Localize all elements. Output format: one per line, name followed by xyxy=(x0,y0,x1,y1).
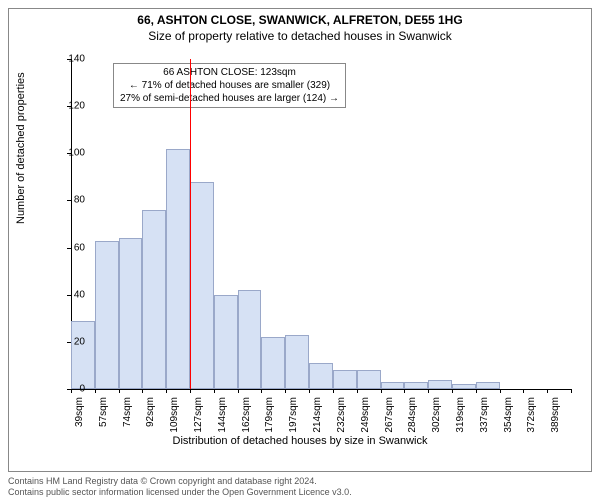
histogram-bar xyxy=(95,241,119,390)
x-tick-label: 92sqm xyxy=(145,397,156,437)
x-tick xyxy=(119,389,120,393)
histogram-bar xyxy=(142,210,166,389)
x-tick-label: 267sqm xyxy=(384,397,395,437)
histogram-bar xyxy=(285,335,309,389)
y-tick xyxy=(67,106,71,107)
x-tick xyxy=(309,389,310,393)
x-tick-label: 232sqm xyxy=(336,397,347,437)
x-tick-label: 302sqm xyxy=(431,397,442,437)
y-tick xyxy=(67,248,71,249)
x-tick xyxy=(261,389,262,393)
x-tick-label: 354sqm xyxy=(503,397,514,437)
marker-line xyxy=(190,59,191,389)
x-tick-label: 249sqm xyxy=(360,397,371,437)
histogram-bar xyxy=(214,295,238,389)
x-tick xyxy=(214,389,215,393)
y-tick xyxy=(67,200,71,201)
x-tick-label: 109sqm xyxy=(169,397,180,437)
x-tick-label: 214sqm xyxy=(312,397,323,437)
x-tick xyxy=(71,389,72,393)
x-tick xyxy=(452,389,453,393)
x-tick xyxy=(190,389,191,393)
x-tick xyxy=(571,389,572,393)
x-tick xyxy=(238,389,239,393)
x-tick-label: 57sqm xyxy=(98,397,109,437)
chart-title-sub: Size of property relative to detached ho… xyxy=(9,29,591,43)
x-tick-label: 197sqm xyxy=(288,397,299,437)
histogram-bar xyxy=(476,382,500,389)
x-tick-label: 284sqm xyxy=(407,397,418,437)
x-tick-label: 179sqm xyxy=(264,397,275,437)
histogram-bar xyxy=(71,321,95,389)
histogram-bar xyxy=(381,382,405,389)
x-tick-label: 162sqm xyxy=(241,397,252,437)
x-tick-label: 144sqm xyxy=(217,397,228,437)
histogram-bar xyxy=(404,382,428,389)
y-tick xyxy=(67,295,71,296)
x-tick xyxy=(142,389,143,393)
histogram-bar xyxy=(261,337,285,389)
x-tick-label: 372sqm xyxy=(526,397,537,437)
chart-title-main: 66, ASHTON CLOSE, SWANWICK, ALFRETON, DE… xyxy=(9,13,591,27)
histogram-bar xyxy=(309,363,333,389)
info-box-line2: ← 71% of detached houses are smaller (32… xyxy=(120,79,339,92)
info-box-line1: 66 ASHTON CLOSE: 123sqm xyxy=(120,66,339,79)
x-tick xyxy=(357,389,358,393)
x-tick-label: 39sqm xyxy=(74,397,85,437)
info-box-line3: 27% of semi-detached houses are larger (… xyxy=(120,92,339,105)
x-tick-label: 337sqm xyxy=(479,397,490,437)
footer-line2: Contains public sector information licen… xyxy=(8,487,352,498)
footer-line1: Contains HM Land Registry data © Crown c… xyxy=(8,476,352,487)
x-tick xyxy=(95,389,96,393)
x-tick xyxy=(404,389,405,393)
histogram-bar xyxy=(357,370,381,389)
y-tick xyxy=(67,342,71,343)
info-box: 66 ASHTON CLOSE: 123sqm ← 71% of detache… xyxy=(113,63,346,108)
plot-area xyxy=(71,59,571,389)
x-tick-label: 74sqm xyxy=(122,397,133,437)
histogram-bar xyxy=(452,384,476,389)
x-tick xyxy=(523,389,524,393)
x-tick-label: 127sqm xyxy=(193,397,204,437)
x-tick-label: 389sqm xyxy=(550,397,561,437)
y-tick xyxy=(67,59,71,60)
x-tick xyxy=(500,389,501,393)
x-tick-label: 319sqm xyxy=(455,397,466,437)
footer: Contains HM Land Registry data © Crown c… xyxy=(8,476,352,498)
histogram-bar xyxy=(333,370,357,389)
histogram-bar xyxy=(238,290,262,389)
y-tick xyxy=(67,153,71,154)
histogram-bar xyxy=(166,149,190,389)
x-axis-line xyxy=(71,389,571,390)
x-tick xyxy=(166,389,167,393)
x-tick xyxy=(476,389,477,393)
histogram-bar xyxy=(119,238,143,389)
histogram-bar xyxy=(428,380,452,389)
y-axis-label: Number of detached properties xyxy=(15,72,27,224)
x-tick xyxy=(285,389,286,393)
x-tick xyxy=(547,389,548,393)
x-tick xyxy=(428,389,429,393)
x-tick xyxy=(333,389,334,393)
histogram-bar xyxy=(190,182,214,389)
chart-frame: 66, ASHTON CLOSE, SWANWICK, ALFRETON, DE… xyxy=(8,8,592,472)
x-tick xyxy=(381,389,382,393)
